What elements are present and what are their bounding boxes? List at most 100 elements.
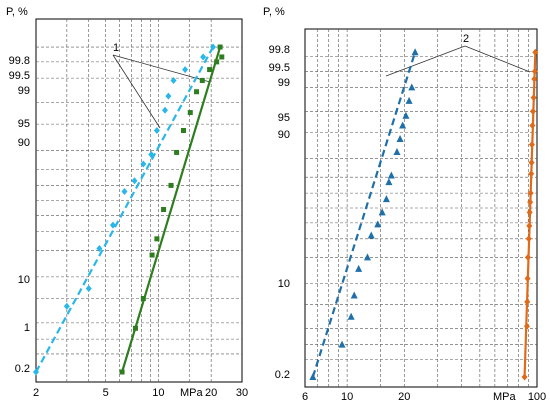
left-x-axis-unit: MPa — [180, 387, 204, 399]
series-1 — [33, 43, 217, 376]
data-point — [309, 373, 317, 380]
data-point — [408, 83, 416, 91]
right-x-axis-unit: MPa — [493, 391, 517, 403]
data-point — [347, 312, 355, 320]
y-tick-label: 95 — [18, 118, 30, 130]
data-point — [119, 369, 125, 375]
data-point — [161, 106, 168, 114]
data-point — [523, 322, 530, 330]
y-tick-label: 99.5 — [269, 62, 290, 74]
data-point — [529, 121, 536, 129]
data-point — [411, 48, 419, 56]
x-tick-label: 20 — [205, 387, 217, 399]
data-point — [531, 75, 538, 83]
data-point — [140, 160, 147, 168]
x-tick-label: 6 — [302, 391, 308, 403]
data-point — [405, 96, 413, 104]
data-point — [168, 182, 174, 188]
fit-line — [35, 46, 215, 373]
y-tick-label: 99 — [18, 85, 30, 97]
data-point — [524, 253, 531, 261]
data-point — [200, 53, 207, 61]
y-tick-label: 99.8 — [269, 44, 290, 56]
data-point — [527, 189, 534, 197]
data-point — [121, 188, 128, 196]
data-point — [180, 127, 186, 133]
right-annotation-label: 2 — [463, 33, 469, 45]
y-tick-label: 99.8 — [9, 55, 30, 67]
annotation-leader-line — [112, 54, 161, 129]
data-point — [214, 59, 220, 65]
series-2 — [119, 44, 225, 375]
y-tick-label: 90 — [18, 137, 30, 149]
data-point — [174, 149, 180, 155]
data-point — [350, 291, 358, 299]
right-y-axis-title: P, % — [263, 6, 285, 18]
data-point — [363, 253, 371, 261]
data-point — [367, 231, 375, 239]
y-tick-label: 10 — [18, 274, 30, 286]
data-point — [154, 236, 160, 242]
data-point — [33, 368, 39, 376]
y-tick-label: 0.2 — [15, 363, 30, 375]
x-tick-label: 10 — [341, 391, 353, 403]
x-tick-label: 30 — [236, 387, 248, 399]
annotation-leader-line — [385, 45, 466, 77]
data-point — [531, 67, 538, 75]
x-tick-label: 2 — [33, 387, 39, 399]
data-point — [385, 178, 393, 186]
y-tick-label: 99 — [278, 77, 290, 89]
data-point — [63, 302, 70, 310]
series-1 — [309, 48, 419, 380]
data-point — [131, 177, 138, 185]
data-point — [148, 150, 155, 158]
data-point — [165, 92, 172, 100]
y-tick-label: 0.2 — [275, 369, 290, 381]
data-point — [170, 76, 177, 84]
data-point — [393, 147, 401, 155]
fit-line — [311, 51, 417, 378]
data-point — [525, 235, 532, 243]
data-point — [194, 89, 200, 95]
x-tick-label: 5 — [103, 387, 109, 399]
data-point — [529, 107, 536, 115]
data-point — [521, 373, 528, 381]
data-point — [532, 48, 539, 56]
x-tick-label: 20 — [398, 391, 410, 403]
y-tick-label: 90 — [278, 129, 290, 141]
data-point — [149, 252, 155, 258]
data-point — [524, 298, 531, 306]
data-point — [133, 325, 139, 331]
data-point — [374, 220, 382, 228]
data-point — [153, 126, 160, 134]
right-probability-chart: P, % MPa 2 6 10 20 100 0.2 10 90 95 99 99.5 99.8 — [263, 6, 546, 403]
left-y-axis-title: P, % — [6, 6, 28, 18]
y-tick-label: 10 — [278, 278, 290, 290]
data-point — [402, 111, 410, 119]
data-point — [85, 284, 92, 292]
left-probability-chart: P, % MPa 1 2 5 10 20 30 0.2 1 10 90 95 99 99.5 99.8 — [6, 6, 248, 399]
data-point — [210, 43, 217, 51]
data-point — [524, 274, 531, 282]
data-point — [528, 141, 535, 149]
y-tick-label: 1 — [24, 322, 30, 334]
data-point — [526, 208, 533, 216]
data-point — [526, 222, 533, 230]
data-point — [382, 195, 390, 203]
x-tick-label: 10 — [152, 387, 164, 399]
y-tick-label: 99.5 — [9, 70, 30, 82]
series-2 — [521, 48, 539, 381]
data-point — [96, 245, 103, 253]
data-point — [530, 94, 537, 102]
data-point — [161, 206, 167, 212]
data-point — [528, 170, 535, 178]
grid-lines — [36, 19, 242, 382]
data-point — [182, 66, 189, 74]
data-point — [528, 159, 535, 167]
data-point — [219, 54, 225, 60]
data-point — [355, 264, 363, 272]
fit-line — [121, 46, 222, 373]
data-point — [338, 340, 346, 348]
y-tick-label: 95 — [278, 112, 290, 124]
